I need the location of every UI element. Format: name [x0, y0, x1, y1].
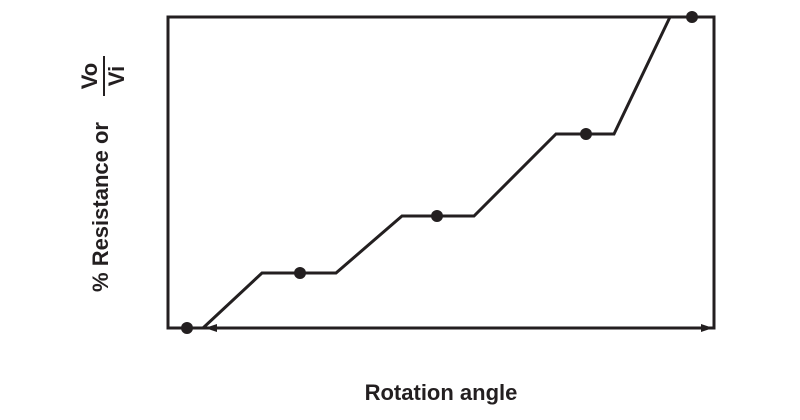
numerator: Vo: [77, 63, 102, 89]
tap-point: [431, 210, 443, 222]
resistance-curve: [201, 16, 672, 330]
taps: [181, 11, 698, 334]
tap-point: [686, 11, 698, 23]
y-axis-label: % Resistance or: [88, 122, 113, 292]
tap-point: [294, 267, 306, 279]
denominator: Vi: [104, 66, 129, 86]
x-axis-label: Rotation angle: [365, 380, 518, 405]
tap-point: [181, 322, 193, 334]
fraction: Vo Vi: [77, 56, 129, 96]
plot-frame: [166, 15, 716, 330]
tap-point: [580, 128, 592, 140]
